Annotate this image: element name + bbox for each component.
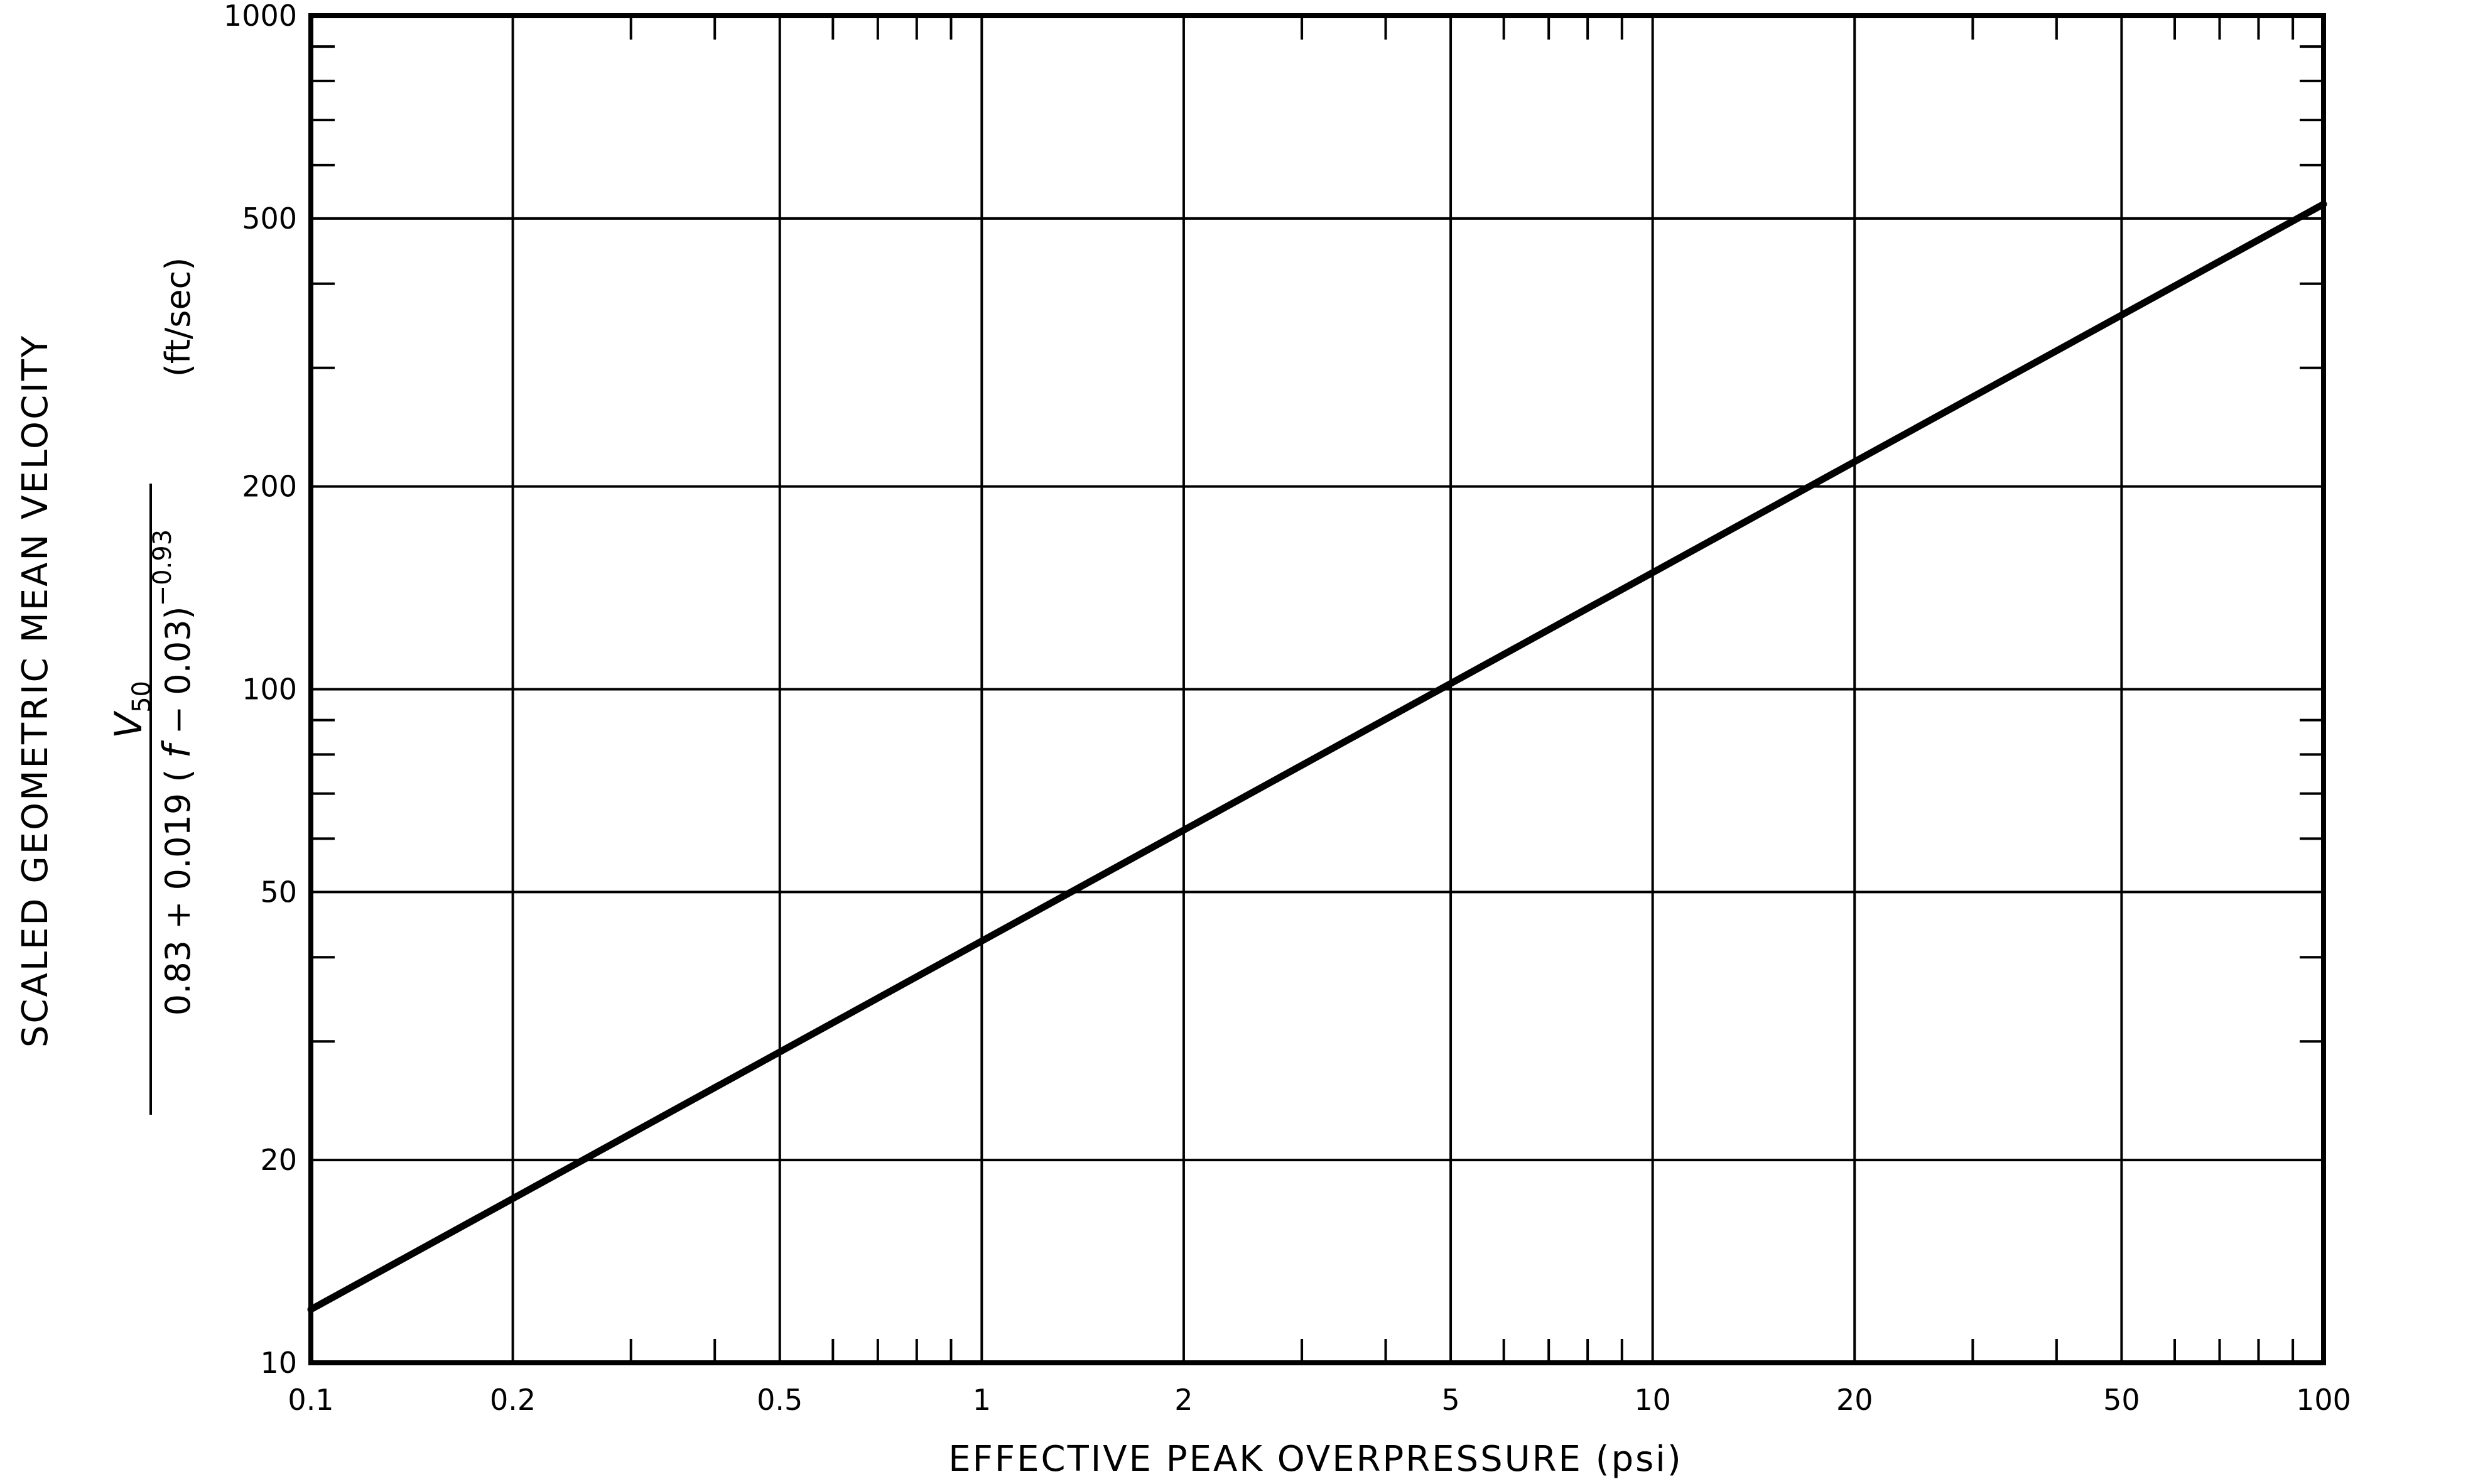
data-series (307, 200, 2327, 1313)
x-tick-label-1: 1 (973, 1383, 991, 1417)
formula-numerator-subscript: 50 (127, 681, 156, 713)
y-tick-label-1000: 1000 (224, 0, 297, 33)
y-tick-label-50: 50 (260, 875, 297, 909)
formula-units: (ft/sec) (158, 257, 198, 377)
x-tick-label-0.2: 0.2 (490, 1383, 536, 1417)
formula-denominator-tail: − 0.03) (158, 606, 198, 745)
grid-lines (310, 14, 2325, 1364)
x-tick-labels: 0.1 0.2 0.5 1 2 5 10 20 50 100 (288, 1383, 2351, 1417)
y-axis-title: SCALED GEOMETRIC MEAN VELOCITY (15, 334, 56, 1048)
x-tick-label-5: 5 (1441, 1383, 1459, 1417)
y-tick-label-100: 100 (242, 673, 297, 707)
x-tick-label-50: 50 (2103, 1383, 2140, 1417)
series-line-0 (307, 200, 2327, 1313)
x-tick-label-20: 20 (1836, 1383, 1873, 1417)
minor-ticks (311, 16, 2324, 1363)
x-axis-title: EFFECTIVE PEAK OVERPRESSURE (psi) (948, 1439, 1682, 1480)
formula-denominator: 0.83 + 0.019 ( f − 0.03)−0.93 (148, 529, 199, 1016)
x-tick-label-10: 10 (1634, 1383, 1671, 1417)
y-tick-labels: 10 20 50 100 200 500 1000 (224, 0, 297, 1380)
formula-denominator-exponent: −0.93 (148, 529, 177, 607)
formula-numerator: V50 (107, 681, 156, 739)
plot-area-frame (308, 13, 2326, 1365)
y-tick-label-500: 500 (242, 202, 297, 236)
formula-numerator-symbol: V (107, 710, 151, 739)
x-tick-label-0.5: 0.5 (757, 1383, 803, 1417)
y-tick-label-20: 20 (260, 1143, 297, 1177)
x-tick-label-2: 2 (1174, 1383, 1193, 1417)
x-tick-label-100: 100 (2296, 1383, 2351, 1417)
formula-denominator-base: 0.83 + 0.019 ( (158, 758, 198, 1016)
y-tick-label-200: 200 (242, 470, 297, 504)
y-axis-formula: V50 0.83 + 0.019 ( f − 0.03)−0.93 (ft/se… (107, 257, 199, 1115)
x-tick-label-0.1: 0.1 (288, 1383, 333, 1417)
y-tick-label-10: 10 (260, 1346, 297, 1380)
